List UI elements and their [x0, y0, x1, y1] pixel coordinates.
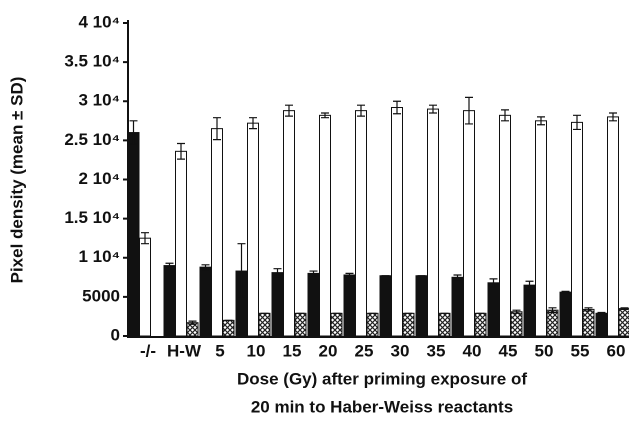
- y-tick-label: 5000: [82, 286, 120, 305]
- error-bar: [453, 274, 462, 281]
- y-tick-label: 3.5 10⁴: [64, 52, 120, 71]
- x-tick-label: 5: [215, 341, 224, 360]
- error-bar: [609, 112, 617, 122]
- error-bar: [213, 117, 221, 141]
- bar: [463, 110, 475, 337]
- bar: [582, 308, 595, 337]
- bar: [559, 291, 572, 337]
- error-bar: [489, 278, 498, 288]
- bar: [211, 128, 223, 337]
- x-axis-label: Dose (Gy) after priming exposure of: [237, 369, 527, 388]
- bar: [487, 282, 500, 337]
- bar: [222, 319, 235, 337]
- error-bar: [537, 116, 545, 126]
- x-tick-label: 30: [391, 341, 410, 360]
- y-tick-label: 1 10⁴: [79, 247, 121, 266]
- bar: [451, 276, 464, 337]
- error-bar: [597, 311, 606, 315]
- error-bar: [309, 270, 318, 277]
- bar: [391, 107, 403, 337]
- bar: [474, 312, 487, 337]
- error-bar: [321, 112, 329, 119]
- bar: [355, 110, 367, 337]
- error-bar: [201, 264, 210, 271]
- bar: [379, 275, 392, 337]
- error-bar: [285, 104, 293, 117]
- y-tick-label: 4 10⁴: [79, 12, 121, 31]
- x-tick-label: 25: [355, 341, 374, 360]
- bar: [139, 237, 151, 337]
- error-bar: [512, 309, 521, 314]
- bar: [247, 122, 259, 337]
- x-tick-label: 20: [319, 341, 338, 360]
- error-bar: [393, 100, 401, 115]
- error-bar: [188, 320, 197, 325]
- bar: [330, 312, 343, 337]
- error-bar: [429, 104, 437, 114]
- bar: [499, 114, 511, 337]
- bar: [343, 274, 356, 337]
- error-bar: [273, 268, 282, 278]
- error-bar: [465, 96, 473, 125]
- error-bar: [620, 307, 629, 310]
- x-tick-label: 45: [499, 341, 518, 360]
- bar: [535, 120, 547, 337]
- bar: [127, 132, 140, 337]
- bar: [438, 312, 451, 337]
- bar: [271, 272, 284, 337]
- y-tick-label: 0: [111, 325, 120, 344]
- x-tick-label: H-W: [167, 341, 202, 360]
- y-tick-label: 1.5 10⁴: [64, 208, 120, 227]
- x-tick-label: 50: [535, 341, 554, 360]
- error-bar: [525, 280, 534, 290]
- x-tick-label: -/-: [140, 341, 156, 360]
- error-bar: [584, 307, 593, 312]
- error-bar: [357, 104, 365, 117]
- error-bar: [177, 142, 185, 160]
- bar: [163, 265, 176, 337]
- x-tick-label: 40: [463, 341, 482, 360]
- x-tick-label: 60: [607, 341, 626, 360]
- x-tick-label: 15: [283, 341, 302, 360]
- bar: [523, 284, 536, 337]
- bar: [294, 312, 307, 337]
- x-axis-label: 20 min to Haber-Weiss reactants: [251, 397, 513, 416]
- error-bar: [548, 307, 557, 314]
- x-tick-label: 10: [247, 341, 266, 360]
- error-bar: [237, 243, 246, 300]
- y-axis-label: Pixel density (mean ± SD): [7, 77, 26, 284]
- bar: [319, 114, 331, 337]
- error-bar: [561, 290, 570, 294]
- bar: [510, 311, 523, 337]
- y-tick-label: 2 10⁴: [79, 169, 121, 188]
- bar: [366, 312, 379, 337]
- bar: [618, 308, 629, 337]
- bar: [199, 266, 212, 337]
- bar: [175, 150, 187, 337]
- y-tick-label: 2.5 10⁴: [64, 130, 120, 149]
- error-bar: [165, 262, 174, 269]
- bar: [595, 312, 608, 337]
- bar: [307, 272, 320, 337]
- error-bar: [141, 232, 149, 245]
- x-tick-label: 35: [427, 341, 446, 360]
- bar: [427, 108, 439, 337]
- bar: [415, 275, 428, 337]
- bar: [571, 121, 583, 337]
- bar: [546, 309, 559, 337]
- bar: [258, 312, 271, 337]
- bar: [283, 110, 295, 337]
- error-bar: [501, 109, 509, 122]
- y-tick-label: 3 10⁴: [79, 91, 121, 110]
- error-bar: [129, 120, 138, 145]
- error-bar: [249, 117, 257, 130]
- x-tick-label: 55: [571, 341, 590, 360]
- bar: [607, 116, 619, 337]
- bar: [402, 312, 415, 337]
- error-bar: [345, 272, 354, 278]
- error-bar: [573, 114, 581, 131]
